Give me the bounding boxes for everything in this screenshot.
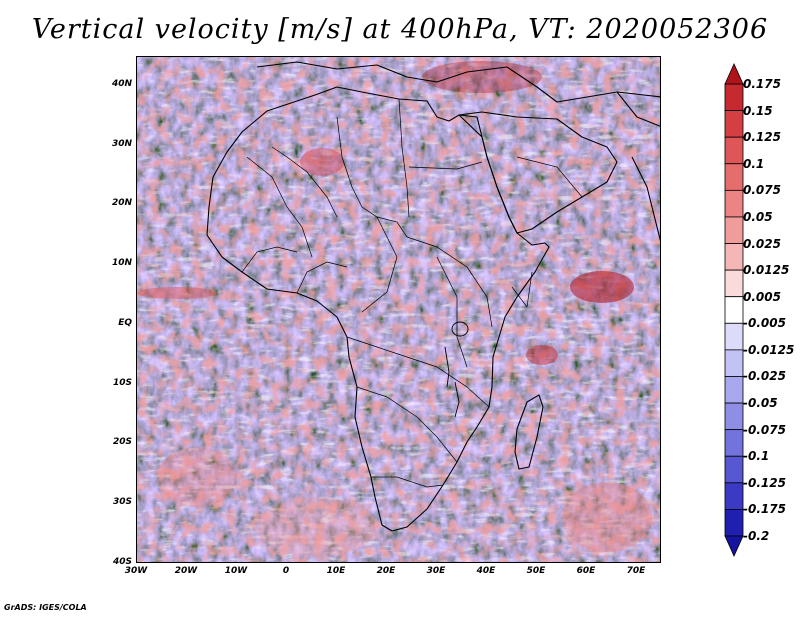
- colorbar-segment: [724, 376, 744, 404]
- colorbar-label: 0.05: [743, 209, 773, 224]
- colorbar-segment: [724, 509, 744, 537]
- colorbar-segment: [724, 402, 744, 431]
- sahara-updraft: [300, 148, 344, 176]
- colorbar-segment: [724, 296, 744, 324]
- southern-band-updraft: [257, 497, 377, 557]
- lat-label-eq: EQ: [118, 318, 132, 328]
- mediterranean-updraft: [422, 61, 542, 93]
- colorbar-segment: [724, 455, 744, 484]
- colorbar-label: -0.005: [743, 316, 786, 331]
- chart-title: Vertical velocity [m/s] at 400hPa, VT: 2…: [31, 14, 769, 45]
- colorbar-label: -0.075: [743, 422, 786, 437]
- colorbar-segment: [724, 216, 744, 244]
- lon-label-50e: 50E: [526, 566, 546, 576]
- colorbar-segment: [724, 189, 744, 218]
- lat-label-40s: 40S: [112, 557, 132, 567]
- map-field: [137, 57, 660, 562]
- colorbar-label: 0.125: [743, 130, 781, 145]
- south-atlantic-updraft: [157, 447, 237, 507]
- colorbar-label: 0.005: [743, 289, 781, 304]
- lon-label-10e: 10E: [326, 566, 346, 576]
- lon-label-70e: 70E: [626, 566, 646, 576]
- lon-label-0: 0: [282, 566, 290, 576]
- colorbar-segment: [724, 136, 744, 165]
- lat-label-10s: 10S: [112, 378, 132, 388]
- colorbar-segment: [724, 163, 744, 191]
- colorbar-label: -0.125: [743, 475, 786, 490]
- colorbar-label: -0.175: [743, 502, 786, 517]
- colorbar: [724, 63, 744, 557]
- colorbar-segment: [724, 269, 744, 298]
- lon-label-20e: 20E: [376, 566, 396, 576]
- lon-label-20w: 20W: [174, 566, 198, 576]
- colorbar-segment: [724, 110, 744, 138]
- lon-label-60e: 60E: [576, 566, 596, 576]
- colorbar-label: 0.175: [743, 77, 781, 91]
- colorbar-label: -0.1: [743, 449, 770, 464]
- country-borders: [241, 98, 583, 488]
- colorbar-label: 0.075: [743, 183, 781, 198]
- colorbar-label: -0.0125: [743, 342, 795, 357]
- indian-ocean-updraft: [526, 345, 558, 365]
- colorbar-segment: [724, 482, 744, 510]
- lat-label-20n: 20N: [111, 198, 132, 208]
- colorbar-label: -0.2: [743, 529, 770, 543]
- colorbar-segment: [724, 243, 744, 271]
- lat-label-20s: 20S: [112, 437, 132, 447]
- colorbar-label: 0.0125: [743, 263, 790, 278]
- colorbar-label: 0.1: [743, 156, 765, 171]
- coastline: [206, 61, 660, 532]
- lat-label-30s: 30S: [112, 497, 132, 507]
- colorbar-label: -0.05: [743, 396, 778, 411]
- lon-label-40e: 40E: [476, 566, 496, 576]
- lakes: [444, 321, 469, 418]
- itcz-updraft: [137, 287, 217, 299]
- colorbar-top-arrow: [724, 63, 744, 85]
- colorbar-segment: [724, 429, 744, 457]
- lon-label-30w: 30W: [124, 566, 148, 576]
- lat-label-10n: 10N: [111, 258, 132, 268]
- lat-label-30n: 30N: [111, 139, 132, 149]
- arabian-sea-updraft: [570, 271, 634, 303]
- south-indian-ocean-updraft: [562, 482, 652, 552]
- lon-label-10w: 10W: [224, 566, 248, 576]
- lat-label-40n: 40N: [111, 79, 132, 89]
- colorbar-segment: [724, 83, 744, 111]
- map-panel[interactable]: [136, 56, 661, 563]
- lon-label-30e: 30E: [426, 566, 446, 576]
- colorbar-label: -0.025: [743, 369, 786, 384]
- colorbar-label: 0.025: [743, 236, 781, 251]
- colorbar-segment: [724, 349, 744, 377]
- colorbar-bottom-arrow: [724, 535, 744, 557]
- grads-credit: GrADS: IGES/COLA: [4, 603, 87, 612]
- colorbar-segment: [724, 322, 744, 351]
- colorbar-label: 0.15: [743, 103, 773, 118]
